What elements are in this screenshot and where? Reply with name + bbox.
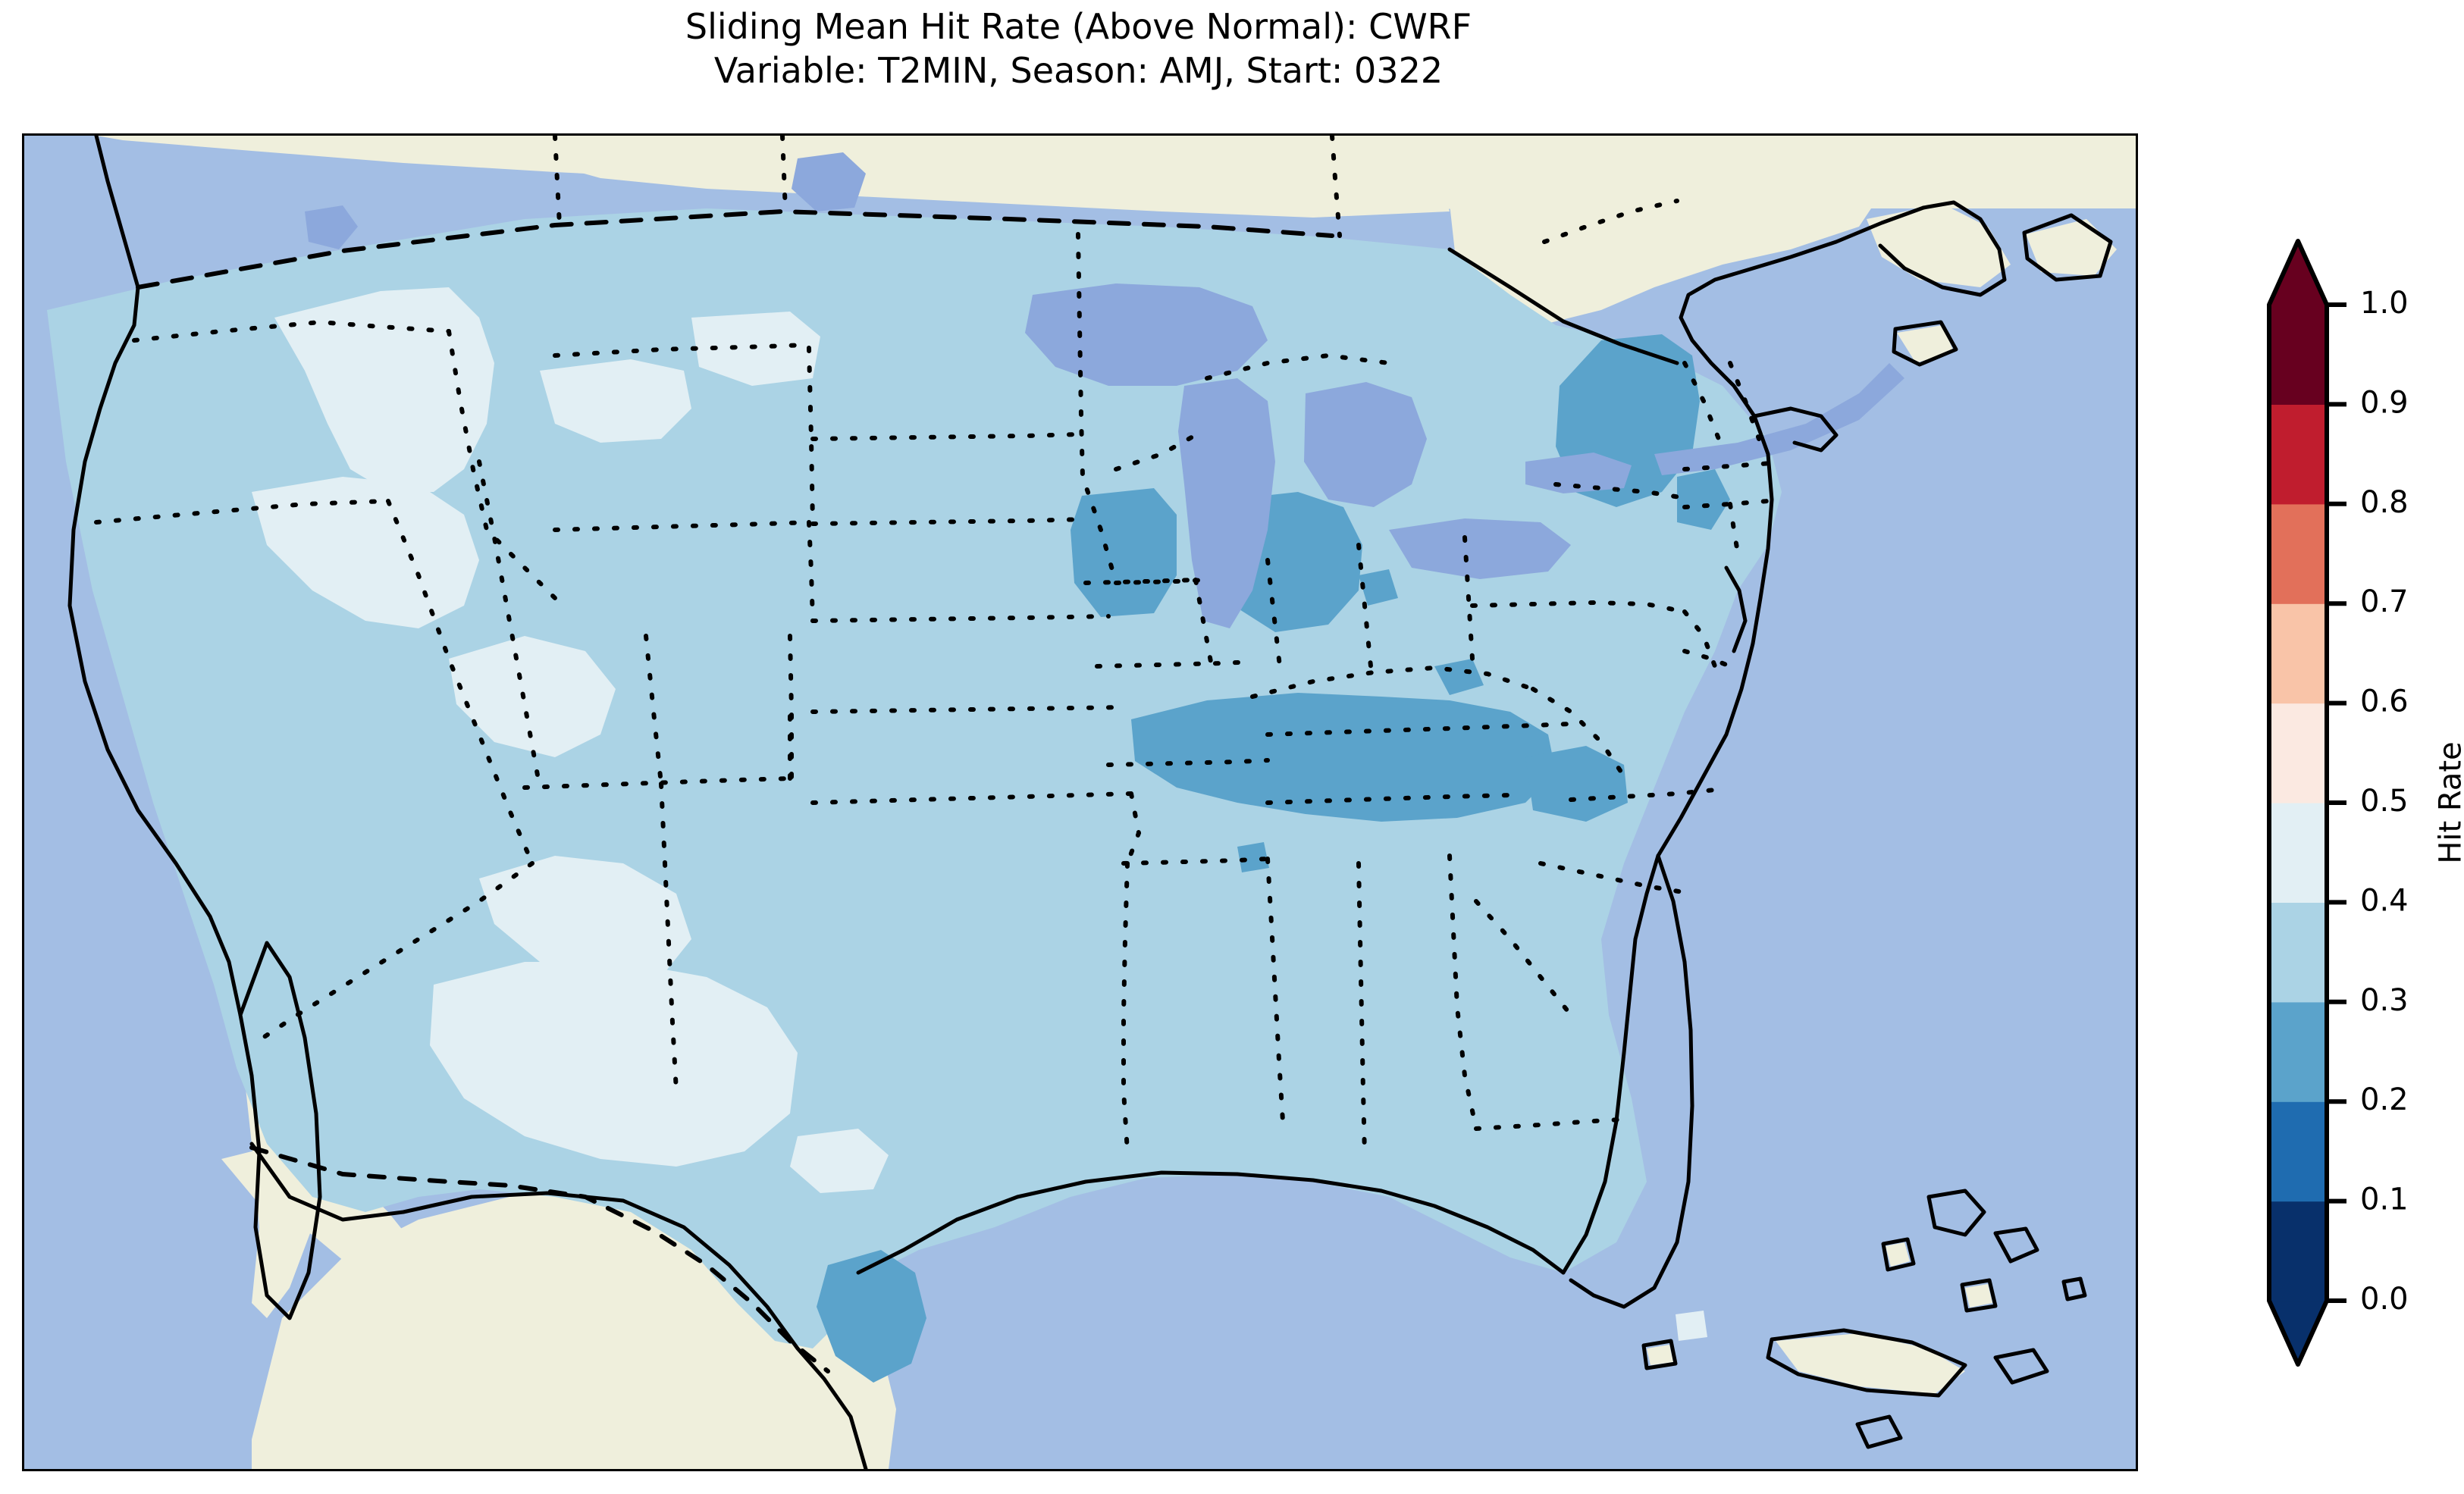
bahamas-island-2 <box>1965 1284 1992 1308</box>
yucatan-bit <box>1647 1345 1673 1365</box>
colorbar-label-text: Hit Rate <box>2433 741 2464 864</box>
colorbar-tick-label: 0.3 <box>2360 983 2409 1018</box>
raster-band-0.4-0.5-southwest <box>430 962 798 1167</box>
raster-band-0.2-0.3-nyc <box>1677 469 1730 530</box>
lake-huron <box>1304 382 1427 507</box>
colorbar-tick-label: 0.9 <box>2360 385 2409 420</box>
colorbar-tick-label: 0.6 <box>2360 684 2409 719</box>
raster-band-0.4-0.5-pacnw <box>274 287 494 492</box>
conus-hit-rate-map <box>24 136 2136 1469</box>
lake-erie <box>1389 518 1571 579</box>
cuba <box>1776 1333 1965 1394</box>
colorbar-band-4 <box>2269 803 2327 903</box>
colorbar-extend-high <box>2269 241 2327 305</box>
state-borders <box>94 136 1774 1373</box>
colorbar-band-3 <box>2269 902 2327 1003</box>
raster-band-0.2-0.3-appalachia <box>1131 693 1556 822</box>
bahamas-island-1 <box>1886 1242 1910 1267</box>
colorbar: 0.0 0.1 0.2 0.3 0.4 0.5 0.6 0.7 0.8 0.9 1.0 <box>2267 239 2409 1367</box>
colorbar-tick-label: 0.4 <box>2360 883 2409 918</box>
colorbar-band-2 <box>2269 1001 2327 1102</box>
nova-scotia <box>1897 325 1954 363</box>
colorbar-axis-label: Hit Rate <box>2390 241 2464 1364</box>
title-line-1: Sliding Mean Hit Rate (Above Normal): CW… <box>685 6 1472 47</box>
figure-title: Sliding Mean Hit Rate (Above Normal): CW… <box>0 5 2157 92</box>
st-lawrence <box>1654 363 1904 475</box>
colorbar-bands <box>2269 241 2327 1364</box>
colorbar-tick-label: 0.2 <box>2360 1082 2409 1117</box>
lake-winnipeg <box>792 152 866 211</box>
raster-band-0.2-0.3-virginia <box>1525 746 1628 822</box>
colorbar-band-8 <box>2269 404 2327 505</box>
colorbar-tick-label: 0.1 <box>2360 1182 2409 1217</box>
raster-band-0.2-0.3-speck <box>1237 842 1269 872</box>
colorbar-extend-low <box>2269 1301 2327 1364</box>
great-lakes <box>305 152 1904 628</box>
canada-prairies <box>509 136 1450 218</box>
colorbar-tick-label: 0.5 <box>2360 784 2409 819</box>
raster-band-0.4-0.5-fourcorners <box>479 856 691 985</box>
raster-band-0.4-0.5-flkeys <box>1676 1311 1707 1341</box>
colorbar-band-5 <box>2269 703 2327 803</box>
lake-ontario <box>1525 453 1632 493</box>
puget-sound <box>305 205 358 249</box>
lake-superior <box>1025 283 1268 386</box>
colorbar-band-7 <box>2269 503 2327 604</box>
newfoundland <box>2026 219 2117 276</box>
colorbar-tick-label: 0.8 <box>2360 485 2409 520</box>
colorbar-band-1 <box>2269 1101 2327 1202</box>
raster-band-0.4-0.5-idaho <box>252 477 479 628</box>
canada-east <box>1427 136 1889 325</box>
colorbar-tick-label: 1.0 <box>2360 286 2409 321</box>
title-line-2: Variable: T2MIN, Season: AMJ, Start: 032… <box>713 50 1444 91</box>
colorbar-band-0 <box>2269 1201 2327 1301</box>
raster-band-0.4-0.5-greatbasin <box>449 636 616 757</box>
colorbar-ticks: 0.0 0.1 0.2 0.3 0.4 0.5 0.6 0.7 0.8 0.9 1.0 <box>2327 286 2409 1317</box>
raster-band-0.4-0.5-westtx <box>790 1129 889 1193</box>
raster-band-0.2-0.3-michigan-thumb <box>1359 569 1398 606</box>
colorbar-tick-label: 0.7 <box>2360 584 2409 619</box>
colorbar-tick-label: 0.0 <box>2360 1282 2409 1317</box>
raster-band-0.2-0.3-wisconsin <box>1071 488 1177 617</box>
raster-band-0.2-0.3-southtexas <box>817 1250 926 1383</box>
map-axes <box>22 133 2138 1471</box>
colorbar-band-9 <box>2269 305 2327 405</box>
colorbar-band-6 <box>2269 603 2327 704</box>
lake-michigan <box>1178 378 1275 628</box>
colorbar-svg <box>2267 239 2329 1367</box>
raster-band-0.4-0.5-montana <box>540 359 691 443</box>
